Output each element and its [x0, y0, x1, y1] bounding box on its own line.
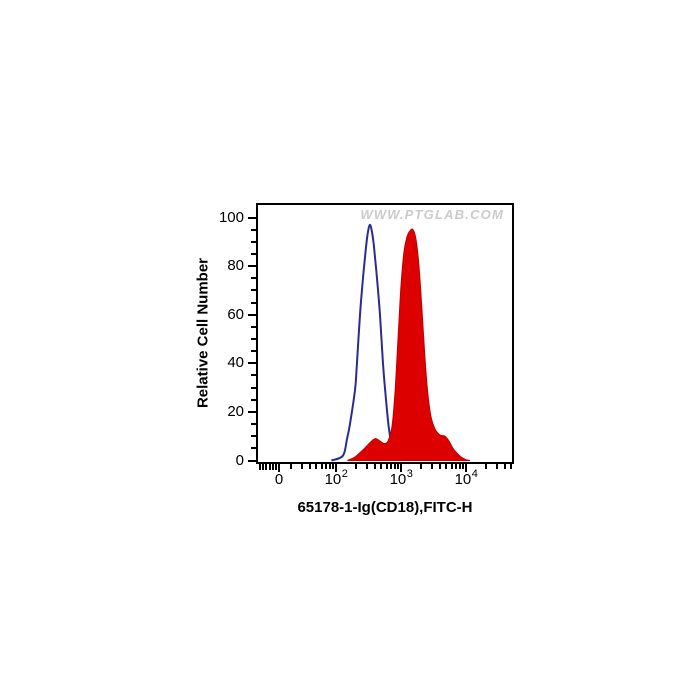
- x-minor-tick: [315, 464, 318, 469]
- y-tick-label: 80: [227, 257, 244, 275]
- y-major-tick: [248, 459, 256, 462]
- x-minor-tick: [484, 464, 487, 469]
- x-major-tick: [278, 464, 280, 472]
- y-minor-tick: [251, 277, 256, 280]
- x-minor-tick: [332, 464, 335, 469]
- x-minor-tick: [458, 464, 461, 469]
- x-minor-tick: [328, 464, 331, 469]
- y-minor-tick: [251, 447, 256, 450]
- y-major-tick: [248, 313, 256, 316]
- cd18-stained-filled-histogram: [347, 228, 471, 461]
- x-minor-tick: [419, 464, 422, 469]
- y-minor-tick: [251, 240, 256, 243]
- y-axis-title: Relative Cell Number: [194, 257, 212, 409]
- x-minor-tick: [385, 464, 388, 469]
- x-minor-tick: [450, 464, 453, 469]
- y-tick-label: 100: [218, 208, 244, 226]
- x-tick-label: 104: [454, 468, 478, 489]
- x-tick-label: 0: [274, 471, 284, 488]
- x-major-tick: [335, 464, 337, 472]
- x-minor-tick: [380, 464, 383, 469]
- x-minor-tick: [301, 464, 303, 469]
- y-minor-tick: [251, 435, 256, 438]
- y-minor-tick: [251, 423, 256, 426]
- y-minor-tick: [251, 338, 256, 340]
- x-minor-tick: [496, 464, 498, 469]
- y-minor-tick: [251, 386, 256, 389]
- x-zero-region-tick: [259, 464, 261, 470]
- y-minor-tick: [251, 252, 256, 255]
- x-tick-label: 102: [324, 468, 348, 489]
- x-minor-tick: [445, 464, 448, 469]
- x-minor-tick: [324, 464, 327, 469]
- x-axis-title: 65178-1-Ig(CD18),FITC-H: [297, 499, 473, 516]
- x-major-tick: [465, 464, 467, 472]
- x-minor-tick: [289, 464, 292, 469]
- x-minor-tick: [320, 464, 323, 469]
- x-minor-tick: [510, 464, 513, 469]
- x-major-tick: [400, 464, 402, 472]
- x-minor-tick: [374, 464, 377, 469]
- x-minor-tick: [366, 464, 368, 469]
- histogram-svg: [331, 223, 471, 462]
- y-minor-tick: [251, 374, 256, 377]
- x-zero-region-tick: [262, 464, 265, 470]
- y-major-tick: [248, 216, 256, 219]
- y-tick-label: 60: [227, 305, 244, 323]
- x-minor-tick: [389, 464, 392, 469]
- watermark: WWW.PTGLAB.COM: [360, 207, 504, 222]
- x-tick-label: 103: [389, 468, 413, 489]
- y-minor-tick: [251, 289, 256, 292]
- y-minor-tick: [251, 350, 256, 353]
- y-major-tick: [248, 362, 256, 365]
- x-zero-region-tick: [268, 464, 271, 470]
- y-tick-label: 40: [227, 354, 244, 372]
- x-zero-region-tick: [275, 464, 277, 470]
- x-minor-tick: [454, 464, 457, 469]
- y-tick-label: 0: [235, 451, 244, 469]
- x-zero-region-tick: [271, 464, 274, 470]
- y-major-tick: [248, 265, 256, 268]
- x-zero-region-tick: [265, 464, 268, 470]
- plot-area: [256, 203, 514, 464]
- x-minor-tick: [393, 464, 396, 469]
- x-minor-tick: [309, 464, 312, 469]
- x-minor-tick: [504, 464, 507, 469]
- y-minor-tick: [251, 325, 256, 328]
- x-minor-tick: [397, 464, 400, 469]
- y-major-tick: [248, 410, 256, 413]
- y-tick-label: 20: [227, 402, 244, 420]
- y-minor-tick: [251, 398, 256, 401]
- y-minor-tick: [251, 228, 256, 231]
- y-minor-tick: [251, 301, 256, 304]
- x-minor-tick: [439, 464, 442, 469]
- control-open-histogram: [331, 223, 403, 462]
- x-minor-tick: [431, 464, 433, 469]
- x-minor-tick: [354, 464, 357, 469]
- x-minor-tick: [462, 464, 465, 469]
